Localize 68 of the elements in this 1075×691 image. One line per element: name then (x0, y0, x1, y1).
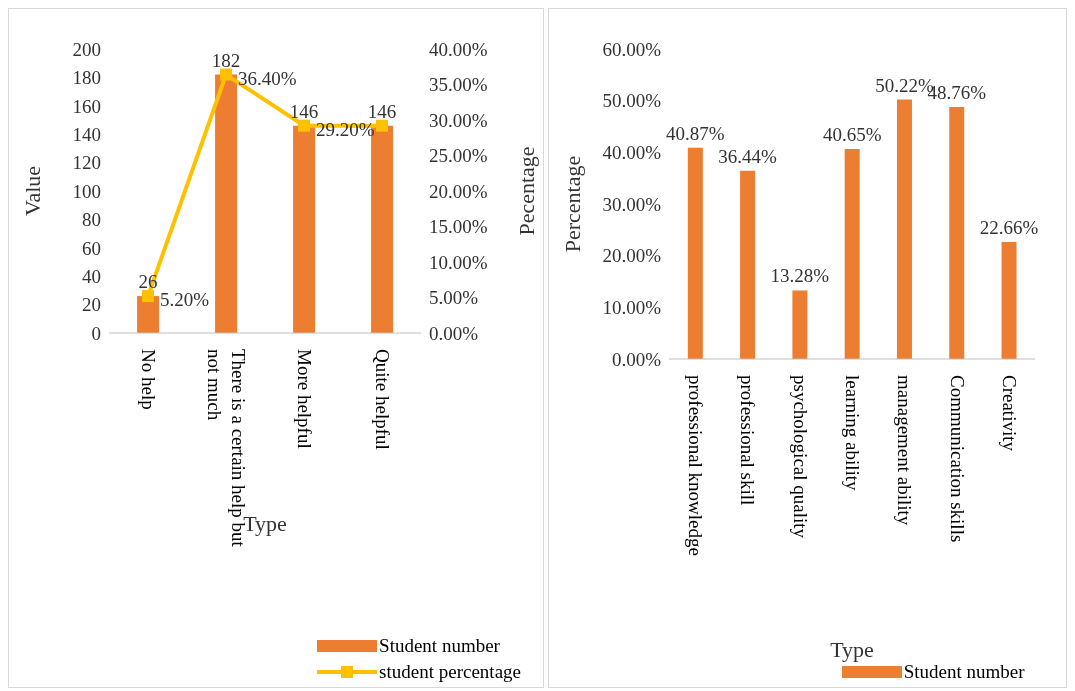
bar (948, 107, 964, 359)
point (376, 119, 388, 132)
data-label: 5.20% (160, 289, 210, 311)
x-tick-label: No help (138, 349, 159, 410)
bar (215, 74, 238, 333)
x-tick-label: Creativity (998, 375, 1020, 452)
data-label: 146 (367, 100, 397, 122)
bar (896, 99, 912, 359)
bar (1001, 241, 1017, 359)
data-label: 40.65% (822, 123, 882, 145)
y2-tick-label: 20.00% (429, 180, 488, 202)
x-tick-label: professional skill (736, 375, 758, 506)
bar (844, 148, 860, 359)
y-tick-label: 0 (91, 322, 101, 344)
data-label: 36.44% (717, 145, 777, 167)
x-tick-label: More helpful (294, 349, 315, 449)
x-axis-title: Type (829, 636, 874, 662)
y-tick-label: 50.00% (601, 90, 661, 112)
y2-tick-label: 0.00% (429, 322, 479, 344)
y2-tick-label: 5.00% (429, 287, 479, 309)
bar (791, 290, 807, 359)
y-tick-label: 10.00% (601, 297, 661, 319)
x-tick-label: management ability (893, 375, 915, 526)
y2-tick-label: 10.00% (429, 251, 488, 273)
y-tick-label: 20 (82, 294, 101, 316)
y2-tick-label: 25.00% (429, 145, 488, 167)
x-tick-label: Quite helpful (372, 349, 393, 450)
y-tick-label: 200 (72, 38, 101, 60)
legend-label: student percentage (379, 661, 521, 683)
y-tick-label: 160 (72, 95, 101, 117)
legend-label: Student number (903, 661, 1025, 683)
y-tick-label: 140 (72, 123, 101, 145)
point (142, 290, 154, 303)
data-label: 182 (211, 49, 241, 71)
y-axis-title: Percentage (559, 155, 585, 253)
y-tick-label: 180 (72, 67, 101, 89)
x-tick-label: psychological quality (789, 375, 811, 539)
y2-tick-label: 35.00% (429, 74, 488, 96)
legend-label: Student number (379, 635, 500, 657)
data-label: 40.87% (665, 122, 725, 144)
data-label: 146 (289, 100, 319, 122)
bar (687, 147, 703, 359)
y2-tick-label: 30.00% (429, 109, 488, 131)
y-tick-label: 60.00% (601, 38, 661, 60)
y-tick-label: 60 (82, 237, 101, 259)
y2-axis-title: Pecentage (513, 146, 539, 236)
y2-tick-label: 40.00% (429, 38, 488, 60)
point (298, 119, 310, 132)
y-tick-label: 40.00% (601, 142, 661, 164)
y-tick-label: 20.00% (601, 245, 661, 267)
y2-tick-label: 15.00% (429, 216, 488, 238)
data-label: 36.40% (238, 67, 297, 89)
data-label: 13.28% (770, 265, 829, 287)
x-tick-label: professional knowledge (684, 375, 706, 556)
y-tick-label: 30.00% (601, 193, 661, 215)
point (220, 68, 232, 81)
y-tick-label: 100 (72, 180, 101, 202)
y-tick-label: 0.00% (611, 348, 661, 370)
y-axis-title: Value (19, 165, 45, 217)
bar (293, 125, 316, 333)
y-tick-label: 40 (82, 265, 101, 287)
bar (739, 170, 755, 359)
y-tick-label: 80 (82, 209, 101, 231)
x-tick-label: learning ability (841, 375, 863, 492)
x-tick-label: Communication skills (946, 375, 968, 543)
y-tick-label: 120 (72, 152, 101, 174)
data-label: 22.66% (979, 216, 1038, 238)
x-axis-title: Type (243, 510, 287, 536)
